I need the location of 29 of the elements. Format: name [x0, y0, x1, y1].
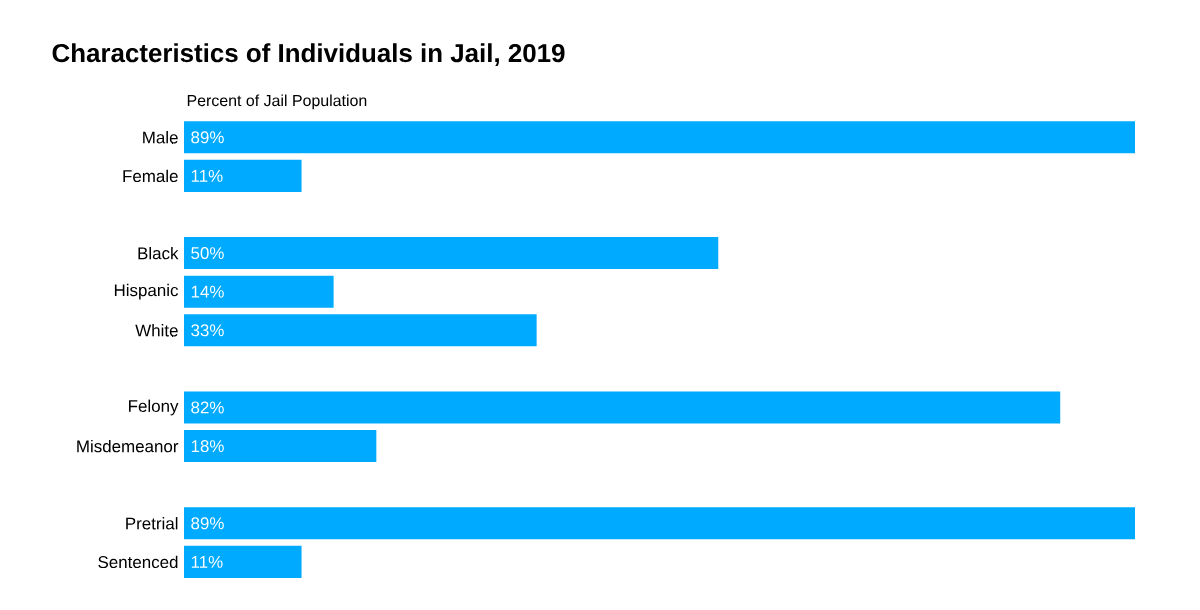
bar [184, 314, 537, 347]
bar [184, 545, 302, 578]
data-label: 11% [191, 555, 223, 568]
y-tick-label: Felony [129, 399, 179, 416]
data-label: 18% [191, 440, 224, 453]
data-label: 89% [191, 517, 224, 530]
bar [184, 275, 334, 308]
bar [184, 237, 719, 270]
y-tick-label: White [135, 324, 178, 337]
data-label: 14% [191, 285, 224, 298]
data-label: 33% [191, 324, 224, 337]
bar [184, 507, 1136, 540]
y-tick-label: Black [138, 246, 179, 260]
y-tick-label: Hispanic [114, 283, 179, 300]
y-tick-label: Pretrial [126, 517, 178, 530]
y-tick-label: Male [143, 131, 178, 144]
bar [184, 121, 1136, 154]
y-tick-label: Sentenced [98, 555, 178, 569]
data-label: 82% [191, 401, 224, 414]
bar [184, 159, 302, 192]
bar [184, 430, 377, 463]
data-label: 11% [191, 169, 223, 182]
data-label: 89% [191, 131, 224, 144]
data-label: 50% [191, 247, 224, 260]
chart-title: Characteristics of Individuals in Jail, 2019 [52, 43, 565, 66]
bar [184, 391, 1061, 424]
y-tick-label: Female [123, 169, 178, 183]
y-tick-label: Misdemeanor [77, 439, 179, 453]
chart-subtitle: Percent of Jail Population [187, 94, 367, 110]
